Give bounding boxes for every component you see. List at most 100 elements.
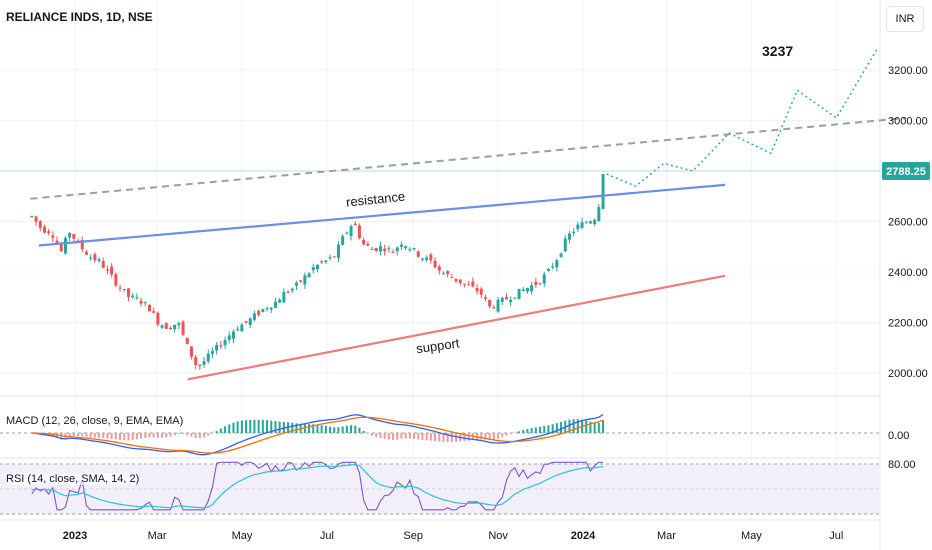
candle-body: [269, 307, 273, 310]
projection-path[interactable]: [606, 49, 878, 187]
macd-hist-bar: [102, 433, 105, 439]
candle-body: [399, 244, 403, 247]
candle-body: [374, 248, 378, 252]
macd-hist-bar: [228, 424, 231, 433]
macd-hist-bar: [602, 420, 605, 433]
dashed-trendline[interactable]: [30, 116, 906, 200]
candle-body: [47, 231, 51, 234]
candle-body: [160, 325, 164, 328]
candle-body: [357, 225, 361, 238]
currency-button[interactable]: INR: [886, 6, 924, 32]
macd-hist-bar: [161, 433, 164, 438]
candle-body: [93, 254, 97, 261]
time-axis[interactable]: 2023 Mar May Jul Sep Nov 2024 Mar May Jul: [63, 530, 844, 542]
price-axis[interactable]: 3200.00 3000.00 2600.00 2400.00 2200.00 2000.…: [888, 65, 928, 380]
macd-hist-bar: [282, 421, 285, 433]
candle-body: [114, 274, 118, 286]
candle-body: [542, 274, 546, 284]
candle-body: [416, 251, 420, 257]
candle-body: [324, 260, 328, 263]
support-trendline[interactable]: [187, 274, 726, 381]
macd-hist-bar: [165, 433, 168, 438]
macd-zero-label: 0.00: [888, 430, 909, 442]
macd-hist-bar: [127, 433, 130, 441]
time-tick-label: Mar: [148, 530, 167, 542]
candle-body: [521, 289, 525, 291]
candle-body: [534, 281, 538, 285]
candle-body: [282, 292, 286, 303]
candle-body: [362, 239, 366, 245]
candle-body: [328, 257, 332, 259]
candle-body: [290, 288, 294, 291]
rsi-ma-line: [31, 464, 604, 509]
macd-hist-bar: [354, 425, 357, 433]
macd-hist-bar: [215, 430, 218, 433]
macd-hist-bar: [547, 425, 550, 433]
candle-body: [341, 236, 345, 245]
candle-body: [366, 243, 370, 246]
macd-hist-bar: [266, 420, 269, 433]
candle-body: [240, 324, 244, 332]
candle-body: [446, 271, 450, 275]
macd-hist-bar: [413, 433, 416, 439]
symbol-title[interactable]: RELIANCE INDS, 1D, NSE: [6, 10, 153, 24]
last-price-badge: [882, 162, 930, 180]
macd-hist-bar: [371, 433, 374, 436]
macd-indicator-label[interactable]: MACD (12, 26, close, 9, EMA, EMA): [6, 415, 184, 427]
macd-hist-bar: [316, 424, 319, 433]
resistance-annotation[interactable]: resistance: [345, 189, 405, 210]
macd-hist-bar: [350, 425, 353, 433]
macd-hist-bar: [114, 433, 117, 440]
macd-hist-bar: [501, 433, 504, 438]
candle-body: [311, 267, 315, 271]
macd-hist-bar: [194, 433, 197, 438]
macd-hist-bar: [366, 433, 369, 434]
candle-body: [265, 308, 269, 310]
macd-hist-bar: [450, 433, 453, 442]
macd-hist-bar: [522, 430, 525, 433]
candle-body: [236, 329, 240, 331]
rsi-indicator-label[interactable]: RSI (14, close, SMA, 14, 2): [6, 473, 140, 485]
macd-hist-bar: [177, 433, 180, 435]
macd-hist-bar: [518, 431, 521, 433]
candle-body: [517, 288, 521, 300]
macd-hist-bar: [68, 433, 71, 437]
candle-body: [122, 289, 126, 291]
candle-body: [496, 299, 500, 312]
grid-lines: [0, 0, 880, 520]
candle-body: [408, 249, 412, 251]
candle-body: [504, 296, 508, 300]
time-tick-label: Sep: [403, 530, 423, 542]
candle-body: [580, 222, 584, 229]
candle-body: [588, 221, 592, 224]
candle-body: [59, 244, 63, 252]
candle-body: [248, 318, 252, 325]
candle-body: [273, 301, 277, 308]
macd-hist-bar: [274, 421, 277, 433]
candle-body: [471, 281, 475, 287]
candle-body: [210, 351, 214, 354]
macd-hist-bar: [434, 433, 437, 442]
candle-body: [437, 266, 441, 271]
macd-hist-bar: [408, 433, 411, 439]
macd-hist-bar: [152, 433, 155, 438]
macd-hist-bar: [375, 433, 378, 438]
candle-body: [546, 269, 550, 271]
candle-body: [177, 323, 181, 326]
resistance-trendline[interactable]: [38, 183, 726, 247]
support-annotation[interactable]: support: [415, 335, 460, 356]
rsi-line: [31, 461, 604, 511]
target-annotation[interactable]: 3237: [762, 43, 793, 59]
candle-body: [441, 273, 445, 275]
macd-histogram: [30, 419, 605, 443]
candle-body: [147, 304, 151, 312]
macd-hist-bar: [303, 423, 306, 433]
time-tick-label: Mar: [657, 530, 676, 542]
price-tick-label: 3000.00: [888, 116, 928, 128]
candle-body: [198, 364, 202, 366]
macd-hist-bar: [404, 433, 407, 439]
candle-body: [387, 248, 391, 250]
candle-body: [286, 291, 290, 293]
macd-hist-bar: [72, 433, 75, 437]
